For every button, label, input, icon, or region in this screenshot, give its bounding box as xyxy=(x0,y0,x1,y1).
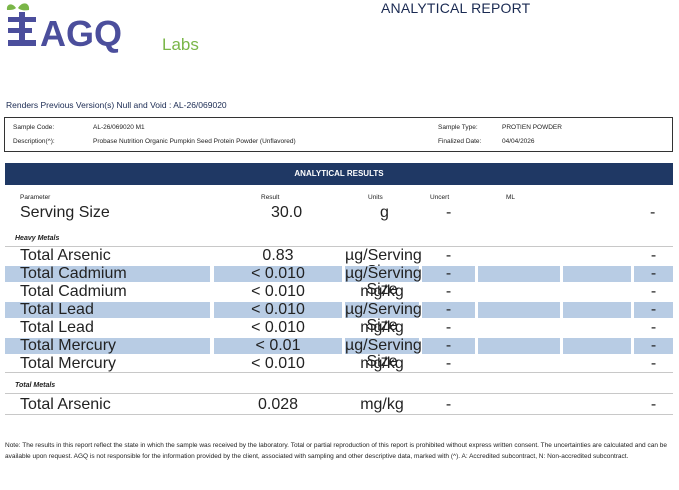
uncert-cell: - xyxy=(445,247,452,264)
col-ml: ML xyxy=(506,194,516,201)
last-cell: - xyxy=(650,247,657,264)
result-cell: < 0.010 xyxy=(214,266,342,282)
report-title: ANALYTICAL REPORT xyxy=(381,0,531,16)
table-row: Total Lead < 0.010 µg/Serving Size - - xyxy=(5,301,673,334)
x-cell xyxy=(563,397,631,413)
last-cell: - xyxy=(650,283,657,300)
table-row: Total Arsenic 0.028 mg/kg - - xyxy=(5,396,673,414)
sample-code-value: AL-26/069020 M1 xyxy=(93,124,145,131)
description-value: Probase Nutrition Organic Pumpkin Seed P… xyxy=(93,138,296,145)
finalized-date-value: 04/04/2026 xyxy=(502,138,535,145)
parameter-cell: Total Cadmium xyxy=(5,266,210,282)
x-cell xyxy=(563,266,631,282)
section-heavy-metals: Heavy Metals xyxy=(15,235,60,242)
ml-cell xyxy=(478,248,560,264)
x-cell xyxy=(563,284,631,300)
col-uncert: Uncert xyxy=(430,194,450,201)
result-cell: < 0.010 xyxy=(251,283,305,300)
x-cell xyxy=(563,302,631,318)
x-cell xyxy=(563,248,631,264)
table-row: Serving Size 30.0 g - - xyxy=(5,204,673,222)
result-cell: < 0.010 xyxy=(251,319,305,336)
uncert-cell: - xyxy=(422,338,475,354)
uncert-cell: - xyxy=(445,319,452,336)
ml-cell xyxy=(478,266,560,282)
table-row: Total Lead < 0.010 mg/kg - - xyxy=(5,319,673,337)
logo-text: AGQ xyxy=(40,13,122,54)
divider xyxy=(5,246,673,247)
ml-cell xyxy=(478,356,560,372)
divider xyxy=(5,372,673,373)
last-cell: - xyxy=(650,319,657,336)
col-result: Result xyxy=(261,194,280,201)
last-cell: - xyxy=(650,204,656,221)
last-cell: - xyxy=(650,396,657,413)
ml-cell xyxy=(478,320,560,336)
units-cell: g xyxy=(380,204,389,221)
table-row: Total Cadmium < 0.010 mg/kg - - xyxy=(5,283,673,301)
section-total-metals: Total Metals xyxy=(15,382,56,389)
result-cell: 30.0 xyxy=(271,204,303,221)
result-cell: 0.83 xyxy=(262,247,294,264)
uncert-cell: - xyxy=(422,266,475,282)
renders-notice: Renders Previous Version(s) Null and Voi… xyxy=(6,100,227,110)
uncert-cell: - xyxy=(445,396,452,413)
result-cell: < 0.010 xyxy=(251,355,305,372)
parameter-cell: Total Lead xyxy=(5,302,210,318)
parameter-cell: Total Arsenic xyxy=(20,247,111,264)
col-parameter: Parameter xyxy=(20,194,51,201)
logo-sub: Labs xyxy=(162,35,199,54)
sample-type-label: Sample Type: xyxy=(438,124,478,131)
units-cell: mg/kg xyxy=(360,355,404,372)
table-row: Total Mercury < 0.01 µg/Serving Size - - xyxy=(5,337,673,370)
units-cell: mg/kg xyxy=(360,396,404,413)
units-cell: µg/Serving Size xyxy=(345,337,422,370)
x-cell xyxy=(563,356,631,372)
disclaimer-note: Note: The results in this report reflect… xyxy=(5,442,667,460)
units-cell: µg/Serving Size xyxy=(345,265,422,298)
units-cell: mg/kg xyxy=(360,319,404,336)
uncert-cell: - xyxy=(445,355,452,372)
ml-cell xyxy=(478,338,560,354)
units-cell: mg/kg xyxy=(360,283,404,300)
parameter-cell: Total Mercury xyxy=(20,355,117,372)
table-row: Total Cadmium < 0.010 µg/Serving Size - - xyxy=(5,265,673,298)
result-cell: 0.028 xyxy=(257,396,299,413)
parameter-cell: Total Lead xyxy=(20,319,94,336)
uncert-cell: - xyxy=(445,283,452,300)
result-cell: < 0.01 xyxy=(214,338,342,354)
sample-code-label: Sample Code: xyxy=(13,124,55,131)
last-cell: - xyxy=(634,266,673,282)
last-cell: - xyxy=(634,302,673,318)
table-header: Parameter Result Units Uncert ML xyxy=(5,190,673,202)
divider xyxy=(5,393,673,394)
sample-type-value: PROTIEN POWDER xyxy=(502,124,562,131)
divider xyxy=(5,414,673,415)
units-cell: µg/Serving Size xyxy=(345,247,422,280)
parameter-cell: Total Mercury xyxy=(5,338,210,354)
result-cell: < 0.010 xyxy=(214,302,342,318)
description-label: Description(^): xyxy=(13,138,55,145)
ml-cell xyxy=(478,397,560,413)
analytical-results-header: ANALYTICAL RESULTS xyxy=(5,163,673,185)
agq-labs-logo: AGQ Labs xyxy=(2,0,222,60)
x-cell xyxy=(563,320,631,336)
uncert-cell: - xyxy=(422,302,475,318)
units-cell: µg/Serving Size xyxy=(345,301,422,334)
ml-cell xyxy=(478,284,560,300)
x-cell xyxy=(563,338,631,354)
sample-info-box: Sample Code: AL-26/069020 M1 Description… xyxy=(4,117,673,152)
ml-cell xyxy=(478,302,560,318)
last-cell: - xyxy=(634,338,673,354)
uncert-cell: - xyxy=(446,204,452,221)
parameter-cell: Serving Size xyxy=(20,204,110,221)
finalized-date-label: Finalized Date: xyxy=(438,138,482,145)
table-row: Total Mercury < 0.010 mg/kg - - xyxy=(5,355,673,373)
parameter-cell: Total Cadmium xyxy=(20,283,127,300)
col-units: Units xyxy=(368,194,383,201)
parameter-cell: Total Arsenic xyxy=(20,396,111,413)
last-cell: - xyxy=(650,355,657,372)
logo-graphic: AGQ Labs xyxy=(6,3,199,54)
